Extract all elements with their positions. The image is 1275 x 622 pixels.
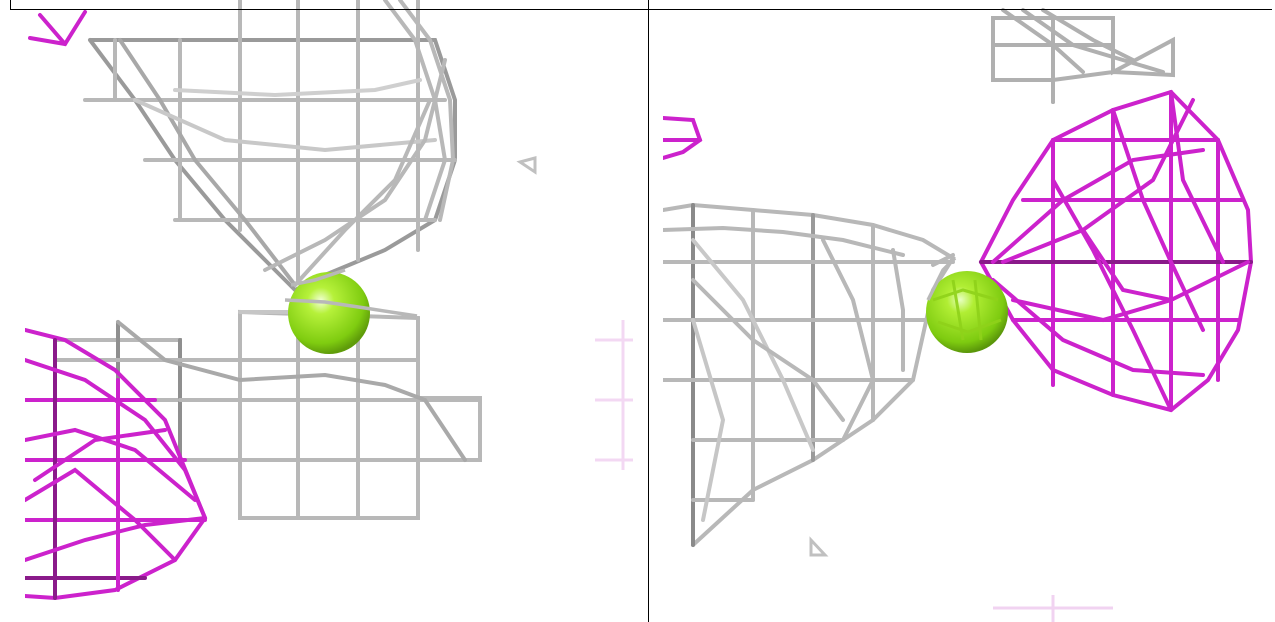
right-small-marker bbox=[809, 536, 829, 557]
grey-mesh-top bbox=[991, 8, 1175, 104]
right-panel-scene bbox=[663, 8, 1254, 622]
grey-mesh-front-of-sphere bbox=[926, 256, 957, 301]
grey-mesh-front-of-sphere bbox=[284, 268, 418, 318]
magenta-mesh-lower-left bbox=[25, 328, 208, 601]
magenta-mesh-top-left bbox=[28, 10, 87, 47]
left-panel bbox=[25, 0, 633, 622]
faint-magenta-right-edge bbox=[595, 320, 633, 470]
green-sphere bbox=[288, 272, 370, 354]
magenta-mesh-left-fragment bbox=[663, 116, 703, 160]
grey-mesh-upper bbox=[83, 0, 457, 293]
left-small-marker bbox=[516, 156, 537, 175]
left-edge-tick bbox=[10, 0, 11, 10]
magenta-mesh-front-of-sphere bbox=[932, 279, 1002, 341]
panel-divider bbox=[648, 0, 649, 622]
faint-magenta-bottom bbox=[993, 595, 1113, 622]
grey-mesh-left bbox=[663, 202, 956, 547]
right-panel bbox=[663, 0, 1275, 622]
top-rule bbox=[10, 9, 1272, 10]
magenta-mesh-right bbox=[978, 89, 1254, 413]
left-panel-scene bbox=[25, 0, 633, 601]
green-sphere bbox=[926, 271, 1008, 353]
